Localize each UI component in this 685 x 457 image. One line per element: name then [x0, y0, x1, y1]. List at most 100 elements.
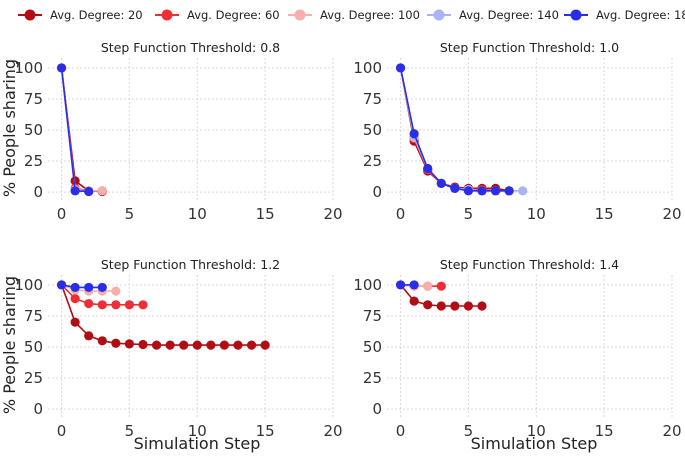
x-tick-label: 10: [188, 205, 207, 223]
data-point: [84, 298, 94, 309]
series-line: [399, 67, 510, 192]
series-line: [399, 67, 510, 192]
y-tick-label: 100: [14, 59, 43, 77]
data-point: [490, 186, 501, 196]
data-point: [518, 186, 528, 196]
x-tick-label: 20: [662, 205, 681, 223]
data-point: [260, 340, 270, 350]
x-tick-label: 20: [323, 205, 342, 223]
x-tick-label: 20: [323, 422, 342, 440]
y-tick-label: 0: [33, 183, 43, 201]
data-point: [395, 63, 406, 73]
series-line: [60, 284, 266, 346]
x-tick-label: 5: [464, 205, 474, 223]
x-tick-label: 0: [396, 205, 406, 223]
series-5: [56, 280, 107, 293]
x-tick-label: 0: [396, 422, 406, 440]
series-5: [395, 280, 419, 290]
legend-label: Avg. Degree: 20: [50, 8, 143, 22]
data-point: [463, 186, 474, 196]
y-tick-label: 50: [24, 338, 43, 356]
data-point: [97, 186, 107, 196]
data-point: [219, 340, 230, 350]
y-tick-label: 0: [372, 183, 382, 201]
panel-4: 0 5 10 15 20 0 25 50 75 100 Step Function Threshol…: [353, 257, 681, 440]
data-point: [409, 296, 419, 306]
data-point: [97, 336, 107, 346]
series-line: [399, 67, 510, 192]
x-tick-label: 10: [527, 205, 546, 223]
x-tick-label: 15: [256, 205, 275, 223]
panel-1: 0 5 10 15 20 0 25 50 75 100 Step Function Threshol…: [14, 40, 342, 223]
data-point: [246, 340, 257, 350]
y-tick-label: 25: [24, 152, 43, 170]
data-point: [138, 300, 148, 310]
data-point: [111, 338, 121, 348]
data-point: [97, 282, 107, 293]
data-point: [70, 317, 80, 327]
x-tick-label: 0: [57, 422, 67, 440]
data-point: [70, 186, 80, 196]
legend-marker: [433, 9, 445, 21]
data-point: [179, 340, 189, 350]
y-tick-label: 25: [363, 369, 382, 387]
series-line: [61, 284, 103, 289]
x-axis-label-right: Simulation Step: [471, 434, 598, 453]
y-axis-label-top: % People sharing: [0, 59, 19, 197]
data-point: [436, 178, 446, 188]
y-tick-label: 25: [363, 152, 382, 170]
panel-title: Step Function Threshold: 1.2: [101, 257, 280, 272]
data-point: [192, 340, 202, 350]
data-point: [84, 331, 94, 341]
data-point: [395, 280, 406, 290]
data-point: [70, 176, 80, 186]
legend-marker: [24, 9, 36, 21]
panel-3: 0 5 10 15 20 0 25 50 75 100 Step Function Threshol…: [14, 257, 342, 440]
data-point: [70, 293, 80, 304]
data-point: [97, 300, 107, 310]
data-point: [56, 63, 67, 73]
x-tick-label: 15: [595, 205, 614, 223]
legend-label: Avg. Degree: 180: [596, 8, 685, 22]
y-tick-label: 50: [363, 338, 382, 356]
x-tick-label: 5: [125, 422, 135, 440]
series-line: [399, 67, 510, 192]
y-tick-label: 75: [24, 90, 43, 108]
data-point: [423, 281, 433, 291]
data-point: [450, 301, 460, 311]
data-point: [111, 286, 121, 296]
x-tick-label: 5: [125, 205, 135, 223]
data-point: [436, 281, 446, 291]
legend: Avg. Degree: 20 Avg. Degree: 60 Avg. Degre…: [18, 8, 685, 22]
y-tick-label: 100: [353, 276, 382, 294]
y-tick-label: 0: [33, 400, 43, 418]
y-tick-label: 75: [24, 307, 43, 325]
data-point: [504, 186, 514, 196]
x-axis-label-left: Simulation Step: [134, 434, 261, 453]
y-tick-label: 25: [24, 369, 43, 387]
legend-marker: [161, 9, 173, 21]
panel-title: Step Function Threshold: 1.0: [440, 40, 619, 55]
data-point: [477, 301, 487, 311]
x-tick-label: 5: [464, 422, 474, 440]
x-tick-label: 20: [662, 422, 681, 440]
data-point: [70, 282, 80, 293]
x-tick-label: 10: [527, 422, 546, 440]
data-point: [450, 183, 460, 193]
data-point: [84, 186, 94, 197]
data-point: [84, 282, 94, 293]
panel-title: Step Function Threshold: 0.8: [101, 40, 280, 55]
data-point: [477, 186, 487, 196]
data-point: [151, 340, 162, 350]
data-point: [206, 340, 216, 350]
series-line: [399, 67, 523, 192]
data-point: [423, 300, 433, 310]
data-point: [436, 301, 446, 311]
data-point: [233, 340, 243, 350]
y-tick-label: 75: [363, 307, 382, 325]
data-point: [124, 339, 135, 349]
legend-label: Avg. Degree: 60: [187, 8, 280, 22]
y-axis-label-bottom: % People sharing: [0, 276, 19, 414]
data-point: [463, 301, 474, 311]
